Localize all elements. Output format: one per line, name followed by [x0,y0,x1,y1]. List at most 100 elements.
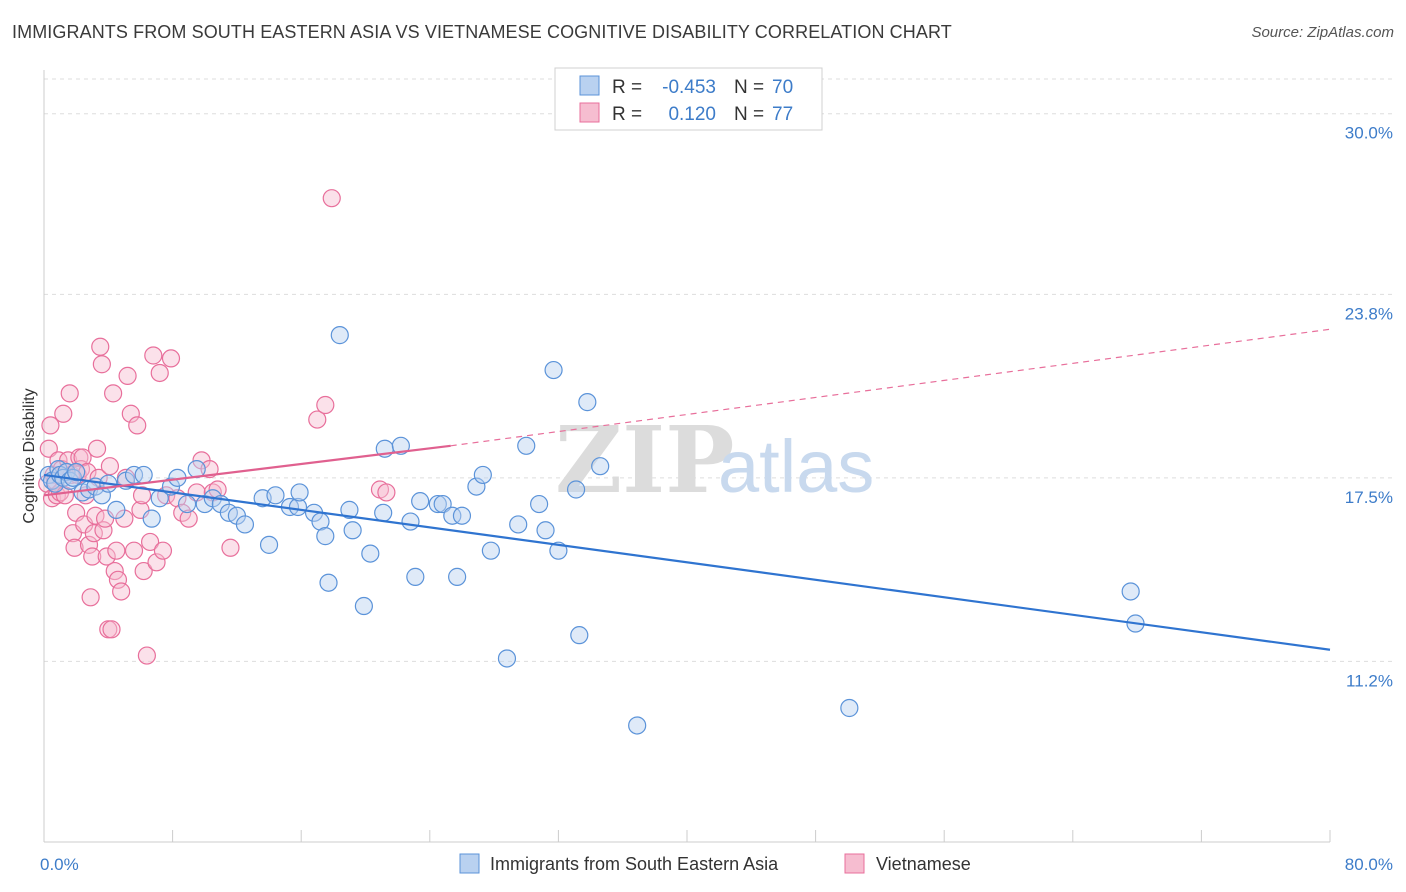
immigrants-sea-point [509,515,528,534]
vietnamese-point [94,521,113,540]
legend-n-label-vi: N = [734,104,764,125]
vietnamese-point [316,395,335,415]
vietnamese-point [108,570,128,589]
immigrants-sea-point [391,436,410,455]
immigrants-sea-point [443,506,462,525]
immigrants-sea-point [448,567,467,586]
x-tick-label-min: 0.0% [40,855,79,874]
legend-box: R = -0.453 N = 70 R = 0.120 N = 77 [554,67,823,131]
legend-r-label-vi: R = [612,104,642,125]
watermark-atlas: atlas [718,425,874,508]
vietnamese-point [118,366,137,385]
chart-source: Source: ZipAtlas.com [1251,24,1394,41]
vietnamese-point [81,588,100,607]
immigrants-sea-point [544,360,563,380]
immigrants-sea-point [433,494,452,514]
trend-lines [43,328,1331,651]
vietnamese-point [128,416,147,435]
vietnamese-point [100,457,120,476]
immigrants-sea-point [235,515,255,534]
y-tick-labels: 11.2% 17.5% 23.8% 30.0% [1345,124,1393,691]
immigrants-sea-point [288,497,308,517]
vietnamese-point [79,535,99,554]
vietnamese-point [107,541,126,560]
immigrants-sea-point [481,541,500,560]
immigrants-sea-point [134,465,153,485]
y-tick-label: 23.8% [1345,304,1393,323]
immigrants-sea-point [536,521,555,540]
vietnamese-point [179,509,198,528]
immigrants-sea-point [290,483,309,502]
immigrants-sea-point [1121,582,1140,601]
series-immigrants-sea [39,326,1145,735]
immigrants-sea-point [530,494,549,514]
chart-title: IMMIGRANTS FROM SOUTH EASTERN ASIA VS VI… [12,22,952,42]
immigrants-sea-point [566,480,586,499]
immigrants-sea-point [411,492,430,511]
immigrants-sea-point [840,698,859,718]
immigrants-sea-point [452,506,472,525]
y-tick-label: 30.0% [1345,124,1393,143]
immigrants-sea-point [107,500,126,519]
immigrants-sea-point [517,436,536,455]
vietnamese-point [92,355,111,374]
immigrants-sea-point [401,512,420,531]
vietnamese-point [87,439,107,458]
immigrants-sea-point [259,535,279,554]
legend-r-label-sea: R = [612,77,642,98]
bottom-legend-swatch-vi [844,853,865,874]
vietnamese-point [140,532,160,552]
legend-swatch-vi [579,102,600,123]
immigrants-sea-point [374,503,393,522]
immigrants-sea-point [361,544,380,563]
immigrants-sea-point [497,649,517,668]
vietnamese-point [200,460,219,479]
vietnamese-point [322,189,341,208]
vietnamese-point [147,553,166,572]
vietnamese-point [377,483,396,502]
gridlines [44,78,1392,662]
immigrants-sea-point [92,486,111,505]
legend-n-value-sea: 70 [772,77,793,98]
vietnamese-point [83,547,102,566]
immigrants-sea-point [266,486,285,505]
vietnamese-point [65,538,84,557]
bottom-legend-label-vi: Vietnamese [876,854,971,874]
vietnamese-point [112,582,131,601]
immigrants-sea-point [67,462,86,482]
immigrants-sea-point [628,716,647,735]
vietnamese-point [102,620,121,639]
vietnamese-point [161,349,181,368]
x-axis-ticks [43,830,1331,842]
immigrants-sea-point [406,567,425,586]
immigrants-sea-point [354,596,373,616]
x-tick-label-max: 80.0% [1345,855,1393,874]
trend-line-vi [43,444,451,497]
vietnamese-point [39,439,58,458]
legend-swatch-sea [579,75,600,96]
y-axis-label: Cognitive Disability [21,388,38,523]
vietnamese-point [104,384,123,403]
immigrants-sea-point [330,326,349,345]
vietnamese-point [124,541,144,560]
vietnamese-point [221,538,240,557]
immigrants-sea-point [467,477,486,496]
vietnamese-point [137,646,156,665]
bottom-legend-label-sea: Immigrants from South Eastern Asia [490,854,779,874]
vietnamese-point [132,486,152,505]
watermark-zip: ZIP [555,406,734,514]
immigrants-sea-point [316,527,335,546]
y-tick-label: 17.5% [1345,488,1393,507]
bottom-legend: Immigrants from South Eastern Asia Vietn… [459,853,971,874]
vietnamese-point [55,486,74,505]
vietnamese-point [91,337,110,356]
immigrants-sea-point [591,457,610,476]
legend-r-value-vi: 0.120 [668,104,716,125]
vietnamese-point [144,346,163,365]
vietnamese-point [150,363,169,383]
vietnamese-point [97,547,116,566]
vietnamese-point [60,384,79,403]
immigrants-sea-point [319,573,338,592]
vietnamese-point [153,541,173,560]
